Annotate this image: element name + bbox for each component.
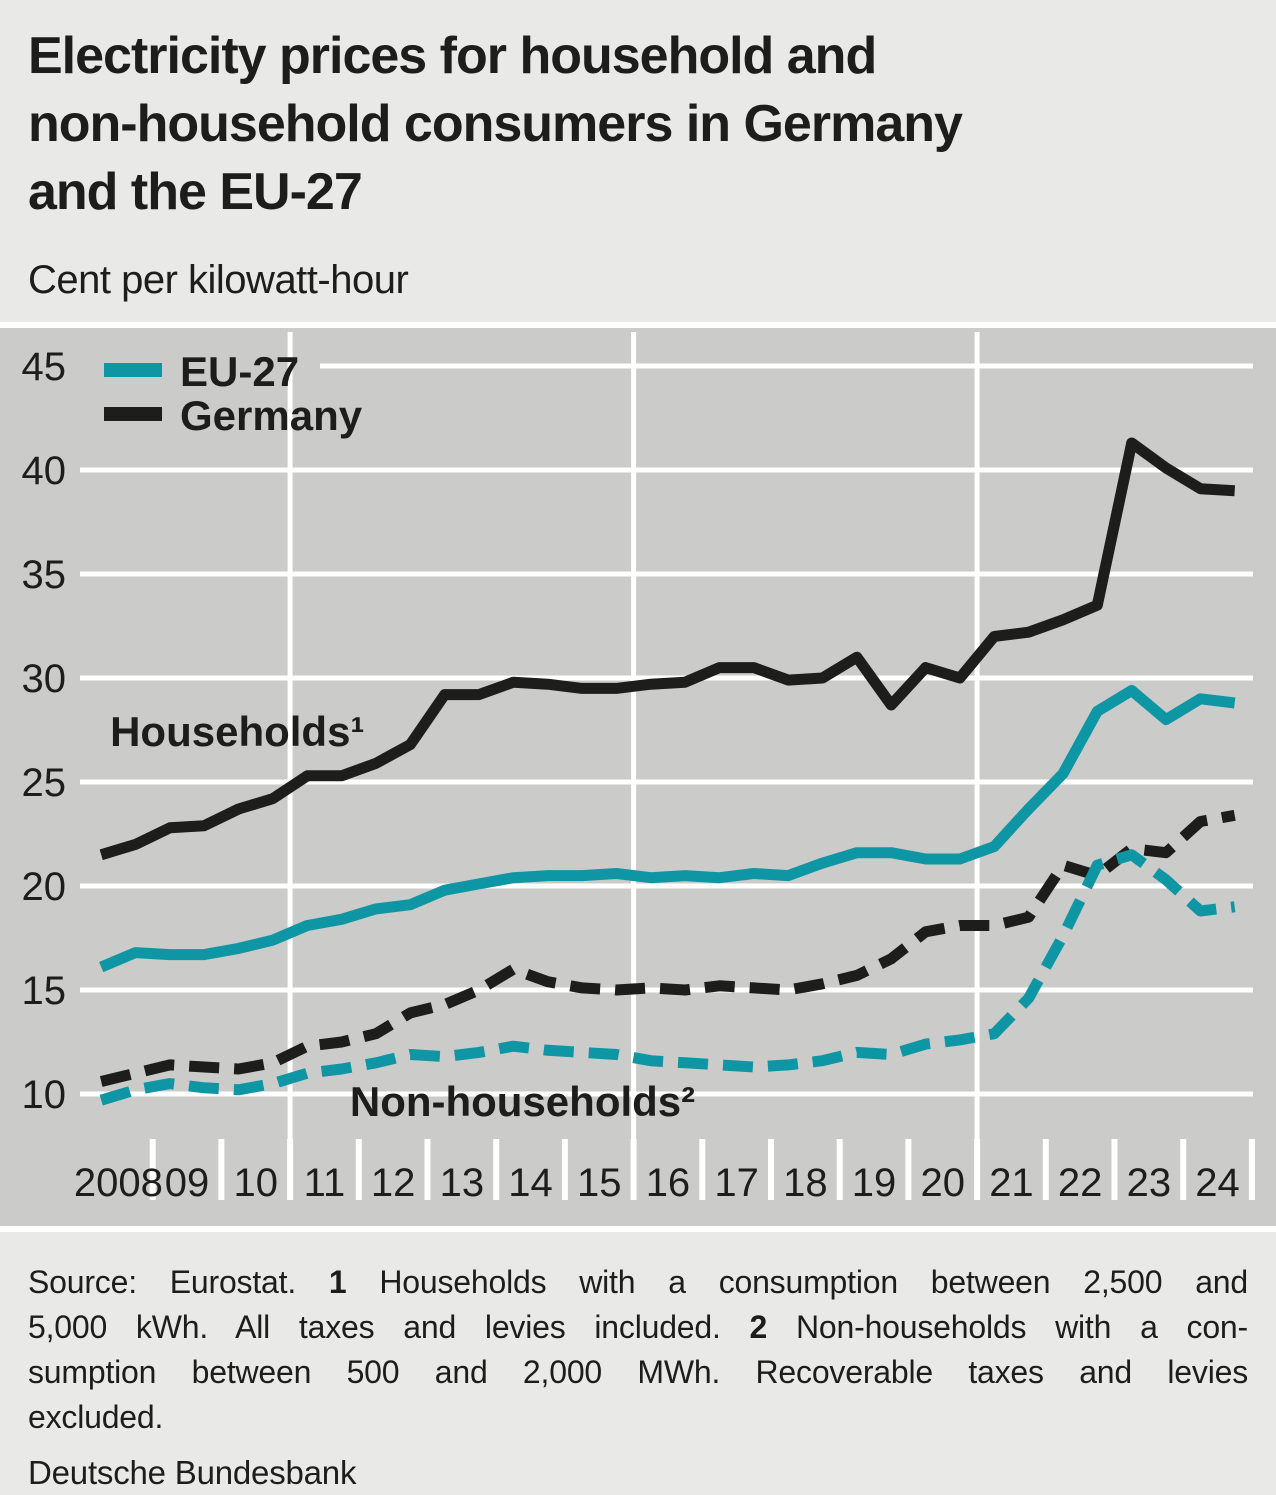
unit-label: Cent per kilowatt-hour [28,258,409,302]
x-axis-label-15: 15 [577,1161,622,1205]
y-axis-label-25: 25 [22,761,67,805]
x-axis-label-14: 14 [508,1161,553,1205]
footnote-text: Non-households with a con- [767,1309,1248,1345]
footnote-line: sumption between 500 and 2,000 MWh. Reco… [28,1350,1248,1395]
page-title: Electricity prices for household and non… [28,22,1248,226]
y-axis-label-15: 15 [22,969,67,1013]
electricity-price-chart: 10 15 20 25 30 35 40 45 2008 09 10 11 12 13 14 15 16 17 18… [0,322,1276,1232]
x-axis-ticks [149,1139,1255,1200]
x-axis-label-17: 17 [714,1161,759,1205]
series-annotations: Households¹ Non-households² [110,708,695,1125]
x-axis-label-13: 13 [440,1161,485,1205]
y-axis-label-45: 45 [22,345,67,389]
source-note: Source: Eurostat. 1 Households with a co… [28,1260,1248,1440]
footnote-line: 5,000 kWh. All taxes and levies included… [28,1305,1248,1350]
x-axis-label-22: 22 [1058,1161,1103,1205]
series-line-germany-non-households [99,809,1236,1087]
data-series [99,437,1236,1106]
x-axis-label-2008: 2008 [74,1161,163,1205]
series-line-eu27-households [99,685,1236,973]
y-axis-labels: 10 15 20 25 30 35 40 45 [22,345,67,1117]
y-axis-label-20: 20 [22,865,67,909]
footnote-text: sumption between 500 and 2,000 MWh. Reco… [28,1354,1248,1390]
footnote-text: excluded. [28,1399,164,1435]
annotation-non-households: Non-households² [350,1078,695,1125]
footnote-line: Source: Eurostat. 1 Households with a co… [28,1260,1248,1305]
x-axis-label-11: 11 [304,1161,346,1205]
annotation-households: Households¹ [110,708,364,755]
y-axis-label-40: 40 [22,449,67,493]
y-axis-label-30: 30 [22,657,67,701]
y-axis-label-10: 10 [22,1073,67,1117]
legend-label-eu-27: EU-27 [180,348,299,395]
legend-swatch-eu-27 [104,363,162,377]
x-axis-label-23: 23 [1127,1161,1172,1205]
title-line-2: non-household consumers in Germany [28,95,963,153]
x-axis-label-24: 24 [1195,1161,1240,1205]
title-line-3: and the EU-27 [28,163,363,221]
vertical-gridlines [287,332,980,1139]
x-axis-label-12: 12 [371,1161,416,1205]
series-line-germany-households [99,437,1236,861]
footnote-text: 5,000 kWh. All taxes and levies included… [28,1309,750,1345]
publisher-label: Deutsche Bundesbank [28,1454,357,1491]
legend-label-germany: Germany [180,392,363,439]
y-axis-label-35: 35 [22,553,67,597]
chart-header: Electricity prices for household and non… [0,0,1276,322]
x-axis-label-10: 10 [234,1161,279,1205]
chart-footer: Source: Eurostat. 1 Households with a co… [0,1238,1276,1495]
footnote-text: Households with a consumption between 2,… [346,1264,1248,1300]
x-axis-label-20: 20 [921,1161,966,1205]
x-axis-label-18: 18 [783,1161,828,1205]
footnote-line: excluded. [28,1395,1248,1440]
series-line-eu27-non-households [99,849,1236,1106]
x-axis-labels: 2008 09 10 11 12 13 14 15 16 17 18 19 20 21 22 23 24 [74,1161,1240,1205]
x-axis-label-19: 19 [852,1161,897,1205]
footnote-text: Source: Eurostat. [28,1264,329,1300]
legend-swatch-germany [104,407,162,421]
footnote-marker: 2 [749,1309,768,1345]
footnote-marker: 1 [328,1264,347,1300]
x-axis-label-21: 21 [989,1161,1034,1205]
x-axis-label-16: 16 [646,1161,691,1205]
price-line-chart-canvas: 10 15 20 25 30 35 40 45 2008 09 10 11 12 13 14 15 16 17 18… [22,332,1255,1205]
title-line-1: Electricity prices for household and [28,27,877,85]
x-axis-label-09: 09 [165,1161,210,1205]
